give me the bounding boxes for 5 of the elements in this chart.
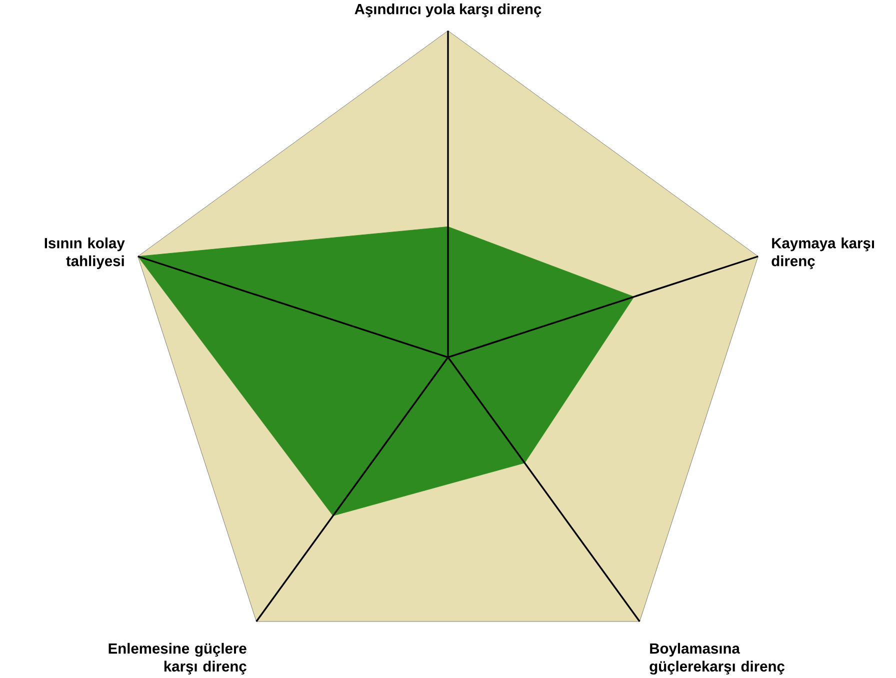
spoke-label: Isının kolay tahliyesi [44,238,125,270]
spoke-label: Kaymaya karşı direnç [772,238,874,270]
spoke-label: Aşındırıcı yola karşı direnç [354,3,542,18]
spoke-label: Boylamasına güçlerekarşı direnç [650,642,784,675]
spoke-label: Enlemesine güçlere karşı direnç [108,642,246,674]
